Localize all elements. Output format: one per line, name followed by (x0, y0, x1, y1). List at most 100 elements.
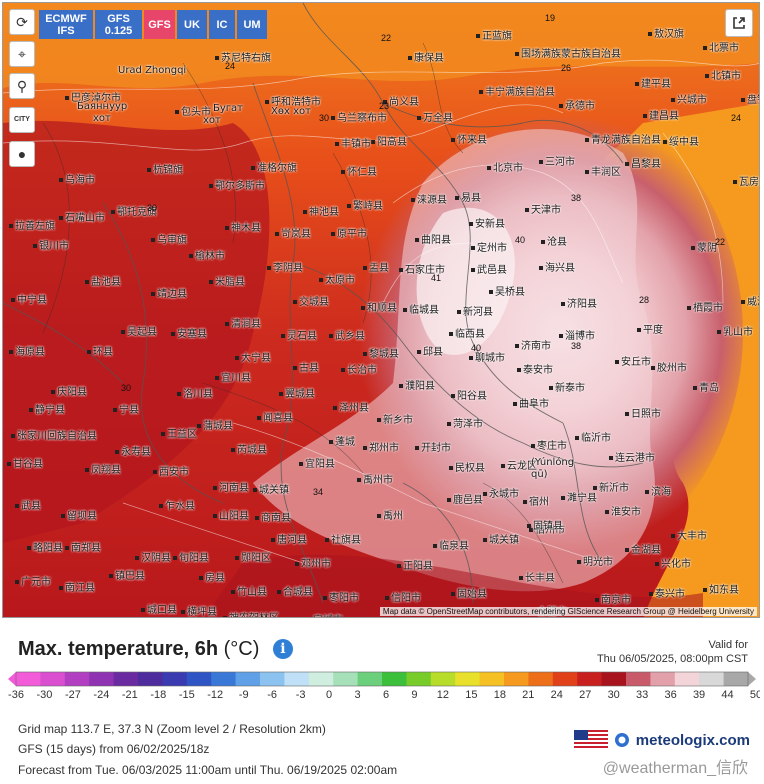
scale-tick-label: -24 (93, 689, 109, 700)
city-label: 明光市 (577, 553, 613, 568)
city-label: 略阳县 (27, 539, 63, 554)
city-label: 北票市 (703, 39, 739, 54)
scale-swatch (504, 672, 529, 686)
scale-tick-label: 0 (326, 689, 332, 700)
city-label: 留坝县 (61, 507, 97, 522)
city-label: 枣阳市 (323, 589, 359, 604)
scale-swatch (601, 672, 627, 686)
city-label: 曲阳县 (415, 231, 451, 246)
city-label: Баяннуур (77, 101, 128, 112)
valid-time-box: Valid for Thu 06/05/2025, 08:00pm CST (597, 638, 748, 666)
city-label: 菏泽市 (447, 415, 483, 430)
city-label: 南郑县 (65, 539, 101, 554)
isoline-value-label: 38 (571, 341, 582, 351)
scale-tick-label: -27 (65, 689, 81, 700)
city-label: 神木县 (225, 219, 261, 234)
isoline-value-label: 30 (121, 383, 132, 393)
city-label: 禹州 (377, 507, 403, 522)
isoline-value-label: 28 (639, 295, 650, 305)
scale-swatch (308, 672, 334, 686)
city-label: 邱县 (417, 343, 443, 358)
city-label: 巴彦淖尔市 (65, 89, 121, 104)
city-label: 尚义县 (383, 93, 419, 108)
city-label: 神农架林区 (223, 609, 279, 617)
map-title-text: Max. temperature, 6h (18, 638, 219, 660)
city-label: 开封市 (415, 439, 451, 454)
brand-logo[interactable]: meteologix.com (573, 730, 750, 750)
city-label: 禹州市 (357, 471, 393, 486)
refresh-button[interactable]: ⟳ (9, 9, 35, 35)
city-label: 静宁县 (29, 401, 65, 416)
scale-swatch (284, 672, 310, 686)
model-button-ecmwf[interactable]: ECMWF IFS (39, 10, 93, 39)
brand-name: meteologix.com (635, 731, 750, 749)
temperature-map[interactable]: 正蓝旗 敖汉旗 围场满族蒙古族自治县 北票市 康保县 苏尼特右旗 Urad Zhongqi 建… (2, 2, 760, 618)
scale-swatch (552, 672, 578, 686)
model-button-uk[interactable]: UK (177, 10, 207, 39)
marker-toggle-button[interactable]: ● (9, 141, 35, 167)
city-label: хот (93, 113, 111, 124)
city-label: 新沂市 (593, 479, 629, 494)
city-label: хот (203, 115, 221, 126)
city-label: 宜阳县 (299, 455, 335, 470)
scale-tick-label: 9 (411, 689, 417, 700)
city-label: 汉阴县 (135, 549, 171, 564)
city-label: 连云港市 (609, 449, 655, 464)
isoline-value-label: 34 (313, 487, 324, 497)
city-label: 和顺县 (361, 299, 397, 314)
city-label: 河南县 (213, 479, 249, 494)
city-label: 鹿邑县 (447, 491, 483, 506)
model-button-gfs[interactable]: GFS 0.125 (95, 10, 142, 39)
info-icon[interactable]: i (272, 639, 293, 659)
city-label: 沧县 (541, 233, 567, 248)
city-label: 永城市 (483, 485, 519, 500)
model-button-gfs[interactable]: GFS (144, 10, 175, 39)
city-label: 兴城市 (671, 91, 707, 106)
city-label: 郧阳区 (235, 549, 271, 564)
city-label: 洛川县 (177, 385, 213, 400)
city-label: 大宁县 (235, 349, 271, 364)
city-label: 丰镇市 (335, 135, 371, 150)
city-label: 盂县 (363, 259, 389, 274)
scale-tick-label: -30 (37, 689, 53, 700)
city-label: 鄂托克旗 (111, 203, 157, 218)
city-label: 淮安市 (605, 503, 641, 518)
city-label: 李阴县 (267, 259, 303, 274)
city-label: 宜城市 (307, 611, 343, 617)
zoom-search-button[interactable]: ⚲ (9, 73, 35, 99)
us-flag-icon (573, 730, 608, 750)
city-label: 苏尼特右旗 (215, 49, 271, 64)
city-label: 阳高县 (371, 133, 407, 148)
city-label: 康保县 (408, 49, 444, 64)
scale-tick-label: 3 (354, 689, 360, 700)
city-label: 米脂县 (209, 273, 245, 288)
scale-swatch (138, 672, 163, 686)
share-icon (733, 17, 745, 29)
city-label: 拉善左旗 (9, 217, 55, 232)
model-button-um[interactable]: UM (237, 10, 267, 39)
model-button-ic[interactable]: IC (209, 10, 235, 39)
city-label: 商南县 (255, 509, 291, 524)
city-label: 平度 (637, 321, 663, 336)
scale-swatch (186, 672, 212, 686)
city-label: Бугат (213, 103, 243, 114)
city-label: 新河县 (457, 303, 493, 318)
city-label: 阳谷县 (451, 387, 487, 402)
location-pin-button[interactable]: ⌖ (9, 41, 35, 67)
city-label: 准格尔旗 (251, 159, 297, 174)
city-label: 山阳县 (213, 507, 249, 522)
city-label: 永寿县 (115, 443, 151, 458)
city-label: 围场满族蒙古族自治县 (515, 45, 621, 60)
scale-swatch (723, 672, 749, 686)
share-button[interactable] (725, 9, 753, 37)
city-toggle-button[interactable]: CITY (9, 107, 35, 133)
city-label: 南京市 (595, 591, 631, 606)
forecast-range-info: Forecast from Tue. 06/03/2025 11:00am un… (18, 763, 398, 777)
scale-min-arrow (8, 672, 16, 686)
city-label: 民权县 (449, 459, 485, 474)
scale-tick-label: -18 (150, 689, 166, 700)
scale-tick-label: -6 (267, 689, 277, 700)
isoline-value-label: 30 (147, 203, 158, 213)
city-label: 濮阳县 (399, 377, 435, 392)
city-label: 宿州 (523, 493, 549, 508)
